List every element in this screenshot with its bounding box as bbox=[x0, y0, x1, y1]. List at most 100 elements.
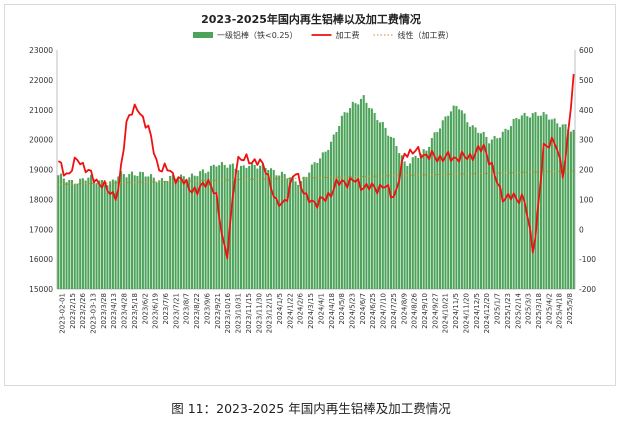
bar bbox=[340, 115, 343, 289]
bar bbox=[95, 182, 98, 289]
bar bbox=[556, 123, 559, 289]
bar bbox=[406, 165, 409, 289]
x-tick-label: 2024/4/1 bbox=[317, 293, 325, 324]
y-left-tick-label: 19000 bbox=[29, 166, 53, 175]
bar bbox=[152, 177, 155, 289]
bar bbox=[357, 104, 360, 289]
bar bbox=[370, 108, 373, 289]
bar bbox=[534, 112, 537, 289]
x-tick-label: 2025/3/3 bbox=[525, 293, 533, 324]
bar bbox=[70, 180, 74, 289]
bar bbox=[185, 179, 188, 289]
bar bbox=[477, 132, 480, 289]
bar bbox=[130, 171, 134, 289]
bar bbox=[174, 178, 177, 289]
x-tick-label: 2024/1/22 bbox=[286, 293, 294, 329]
bar bbox=[436, 131, 439, 289]
y-right-tick-label: 300 bbox=[579, 136, 594, 145]
bar bbox=[409, 163, 412, 289]
bar bbox=[321, 152, 324, 289]
x-tick-label: 2023/10/31 bbox=[235, 293, 243, 333]
bar bbox=[313, 162, 316, 289]
bar bbox=[471, 125, 474, 289]
bar bbox=[68, 180, 71, 289]
bar bbox=[190, 173, 193, 289]
x-tick-label: 2023/6/19 bbox=[152, 293, 160, 329]
x-tick-label: 2024/4/18 bbox=[328, 293, 336, 329]
bar bbox=[226, 167, 229, 289]
x-tick-label: 2024/7/10 bbox=[380, 293, 388, 329]
y-left-tick-label: 16000 bbox=[29, 255, 53, 264]
bar bbox=[335, 131, 338, 289]
bar bbox=[422, 149, 425, 289]
bar bbox=[501, 131, 504, 289]
bar bbox=[485, 136, 488, 289]
bar bbox=[332, 134, 335, 289]
bar bbox=[269, 168, 273, 289]
x-tick-label: 2024/12/20 bbox=[483, 293, 491, 333]
bar bbox=[299, 181, 303, 289]
bar bbox=[177, 178, 180, 289]
bar bbox=[180, 174, 183, 289]
trendline bbox=[56, 170, 576, 185]
bar bbox=[218, 165, 221, 289]
bar bbox=[242, 165, 245, 289]
x-tick-label: 2024/1/5 bbox=[276, 293, 284, 324]
bar bbox=[561, 124, 564, 289]
bar bbox=[92, 179, 95, 289]
bar bbox=[482, 131, 485, 289]
bar bbox=[398, 153, 401, 289]
x-tick-label: 2025/4/18 bbox=[556, 293, 564, 329]
bar bbox=[139, 171, 142, 289]
bar bbox=[539, 115, 542, 290]
bar bbox=[87, 177, 90, 289]
bar bbox=[569, 131, 572, 289]
processing-fee-line bbox=[57, 73, 575, 260]
bar bbox=[528, 117, 532, 289]
bar bbox=[550, 119, 553, 289]
x-tick-label: 2023/9/21 bbox=[214, 293, 222, 329]
bar bbox=[111, 179, 114, 289]
bar bbox=[365, 102, 368, 289]
bar bbox=[103, 184, 106, 289]
bar bbox=[207, 171, 210, 289]
x-tick-label: 2023-02-01 bbox=[58, 293, 66, 334]
bar bbox=[210, 165, 213, 289]
bar bbox=[150, 174, 153, 289]
x-tick-label: 2023/4/28 bbox=[121, 293, 129, 329]
bar bbox=[496, 138, 499, 289]
x-tick-label: 2023/11/15 bbox=[245, 293, 253, 333]
bar bbox=[463, 113, 466, 289]
y-left-tick-label: 22000 bbox=[29, 76, 53, 85]
bar bbox=[297, 184, 300, 289]
bar bbox=[193, 175, 196, 289]
bar bbox=[319, 158, 322, 289]
bar bbox=[169, 175, 172, 289]
bar bbox=[147, 176, 150, 289]
bar bbox=[261, 163, 264, 289]
bar bbox=[122, 174, 125, 289]
bar bbox=[373, 113, 376, 289]
bar bbox=[329, 141, 333, 289]
x-tick-label: 2024/2/6 bbox=[297, 292, 305, 324]
legend-label: 一级铝棒（铁<0.25） bbox=[217, 30, 298, 40]
bar bbox=[234, 168, 237, 289]
bar bbox=[526, 116, 529, 289]
bar bbox=[417, 157, 420, 289]
bar bbox=[310, 164, 313, 289]
bar bbox=[387, 135, 390, 289]
bar bbox=[564, 124, 567, 290]
bar bbox=[455, 106, 458, 289]
bar bbox=[294, 181, 297, 289]
bar bbox=[283, 173, 286, 289]
bar bbox=[182, 176, 185, 289]
bar bbox=[308, 172, 311, 289]
bar bbox=[498, 137, 502, 289]
bar bbox=[479, 133, 482, 289]
bar bbox=[507, 129, 510, 289]
bar bbox=[278, 175, 281, 289]
x-tick-label: 2024/3/15 bbox=[307, 293, 315, 329]
x-tick-label: 2023/9/6 bbox=[203, 292, 211, 324]
bar bbox=[188, 177, 191, 289]
bar bbox=[379, 122, 382, 289]
